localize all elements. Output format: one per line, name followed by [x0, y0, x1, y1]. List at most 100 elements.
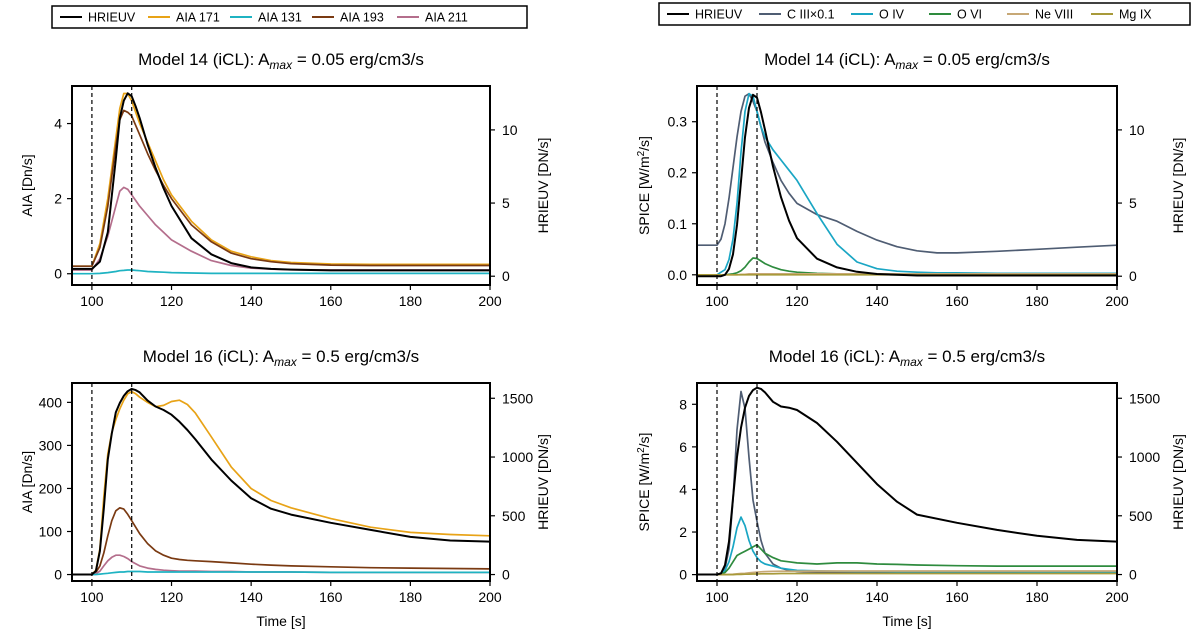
y2-tick-label: 1000 — [502, 449, 533, 465]
y2-tick-label: 0 — [502, 567, 510, 583]
legend-label: C III×0.1 — [787, 8, 835, 22]
plot-frame — [71, 85, 491, 286]
series-line-hrieuv — [72, 387, 490, 576]
plot-frame — [696, 85, 1118, 286]
legend-label: O VI — [957, 8, 982, 22]
title-subscript: max — [269, 58, 293, 72]
x-tick-label: 100 — [705, 589, 729, 605]
y2-tick-label: 500 — [502, 508, 526, 524]
title-text: = 0.05 erg/cm3/s — [918, 50, 1050, 69]
legend-frame — [658, 2, 1191, 26]
y2-tick-label: 0 — [502, 268, 510, 284]
x-tick-label: 140 — [865, 293, 889, 309]
y2-tick-label: 10 — [1129, 122, 1145, 138]
y2-axis-label: HRIEUV [DN/s] — [1170, 138, 1186, 234]
series-group — [72, 387, 490, 576]
legend-label: AIA 131 — [258, 11, 302, 25]
y-tick-label: 300 — [39, 437, 63, 453]
legend-label: AIA 193 — [340, 11, 384, 25]
x-tick-label: 120 — [160, 293, 184, 309]
series-line-mg-ix — [697, 572, 1117, 576]
y-tick-label: 0.2 — [668, 165, 688, 181]
y-tick-label: 0.0 — [668, 267, 688, 283]
x-tick-label: 100 — [80, 293, 104, 309]
y2-tick-label: 1500 — [1129, 390, 1160, 406]
series-line-hrieuv — [72, 92, 490, 272]
title-text: = 0.5 erg/cm3/s — [923, 347, 1045, 366]
legend-label: Ne VIII — [1035, 8, 1073, 22]
y-tick-label: 0.3 — [668, 114, 688, 130]
series-line-aia-131 — [72, 570, 490, 576]
y-tick-label: 4 — [679, 481, 687, 497]
chart-title: Model 14 (iCL): Amax = 0.05 erg/cm3/s — [764, 50, 1050, 72]
series-line-c-iii-0-1 — [697, 92, 1117, 254]
chart-panel-3: Model 16 (iCL): Amax = 0.5 erg/cm3/s 100 1… — [19, 347, 551, 629]
legend-label: HRIEUV — [695, 8, 743, 22]
legend-1: HRIEUV AIA 171 AIA 131 AIA 193 AIA 211 — [51, 5, 528, 29]
chart-title: Model 14 (iCL): Amax = 0.05 erg/cm3/s — [138, 50, 424, 72]
series-group — [72, 92, 490, 275]
x-tick-label: 200 — [478, 293, 502, 309]
chart-panel-4: Model 16 (iCL): Amax = 0.5 erg/cm3/s 100 1… — [636, 347, 1186, 629]
y-tick-label: 0.1 — [668, 216, 688, 232]
y2-tick-label: 5 — [502, 195, 510, 211]
series-group — [697, 92, 1117, 278]
series-line-aia-171 — [72, 92, 490, 268]
x-tick-label: 180 — [399, 589, 423, 605]
series-line-aia-171 — [72, 390, 490, 576]
series-line-aia-131 — [72, 269, 490, 275]
x-tick-label: 160 — [319, 589, 343, 605]
y2-tick-label: 1000 — [1129, 449, 1160, 465]
y-axis-label: AIA [Dn/s] — [19, 451, 35, 513]
chart-title: Model 16 (iCL): Amax = 0.5 erg/cm3/s — [769, 347, 1045, 369]
title-subscript: max — [900, 355, 924, 369]
series-line-aia-193 — [72, 109, 490, 268]
x-tick-label: 180 — [399, 293, 423, 309]
x-axis-label: Time [s] — [256, 613, 305, 629]
plot-frame — [696, 382, 1118, 582]
y2-tick-label: 0 — [1129, 268, 1137, 284]
y2-tick-label: 500 — [1129, 508, 1153, 524]
y2-tick-label: 1500 — [502, 390, 533, 406]
chart-panel-1: Model 14 (iCL): Amax = 0.05 erg/cm3/s100… — [19, 50, 551, 309]
y-tick-label: 2 — [679, 524, 687, 540]
x-tick-label: 160 — [945, 293, 969, 309]
chart-title: Model 16 (iCL): Amax = 0.5 erg/cm3/s — [143, 347, 419, 369]
y-tick-label: 2 — [54, 191, 62, 207]
y2-axis-label: HRIEUV [DN/s] — [535, 434, 551, 530]
x-axis-label: Time [s] — [882, 613, 931, 629]
y-tick-label: 0 — [54, 266, 62, 282]
x-tick-label: 120 — [785, 589, 809, 605]
legend-label: AIA 211 — [425, 11, 468, 25]
y-tick-label: 400 — [39, 394, 63, 410]
series-line-hrieuv — [697, 386, 1117, 576]
x-tick-label: 140 — [865, 589, 889, 605]
legend-label: Mg IX — [1119, 8, 1152, 22]
title-text: Model 16 (iCL): A — [769, 347, 901, 366]
x-tick-label: 120 — [785, 293, 809, 309]
chart-panel-2: Model 14 (iCL): Amax = 0.05 erg/cm3/s100… — [636, 50, 1186, 309]
series-line-hrieuv — [697, 93, 1117, 278]
legend-frame — [51, 5, 528, 29]
series-line-o-vi — [697, 543, 1117, 576]
title-text: = 0.5 erg/cm3/s — [297, 347, 419, 366]
y2-tick-label: 10 — [502, 122, 518, 138]
y2-axis-label: HRIEUV [DN/s] — [1170, 434, 1186, 530]
y-axis-label: AIA [Dn/s] — [19, 154, 35, 216]
x-tick-label: 100 — [705, 293, 729, 309]
y-tick-label: 6 — [679, 439, 687, 455]
legend-label: AIA 171 — [176, 11, 220, 25]
series-line-o-iv — [697, 92, 1117, 276]
y-tick-label: 8 — [679, 396, 687, 412]
title-text: = 0.05 erg/cm3/s — [292, 50, 424, 69]
x-tick-label: 200 — [478, 589, 502, 605]
x-tick-label: 160 — [945, 589, 969, 605]
title-text: Model 16 (iCL): A — [143, 347, 275, 366]
x-tick-label: 140 — [239, 293, 263, 309]
x-tick-label: 120 — [160, 589, 184, 605]
y-tick-label: 100 — [39, 524, 63, 540]
title-subscript: max — [895, 58, 919, 72]
series-group — [697, 386, 1117, 576]
x-tick-label: 180 — [1025, 589, 1049, 605]
